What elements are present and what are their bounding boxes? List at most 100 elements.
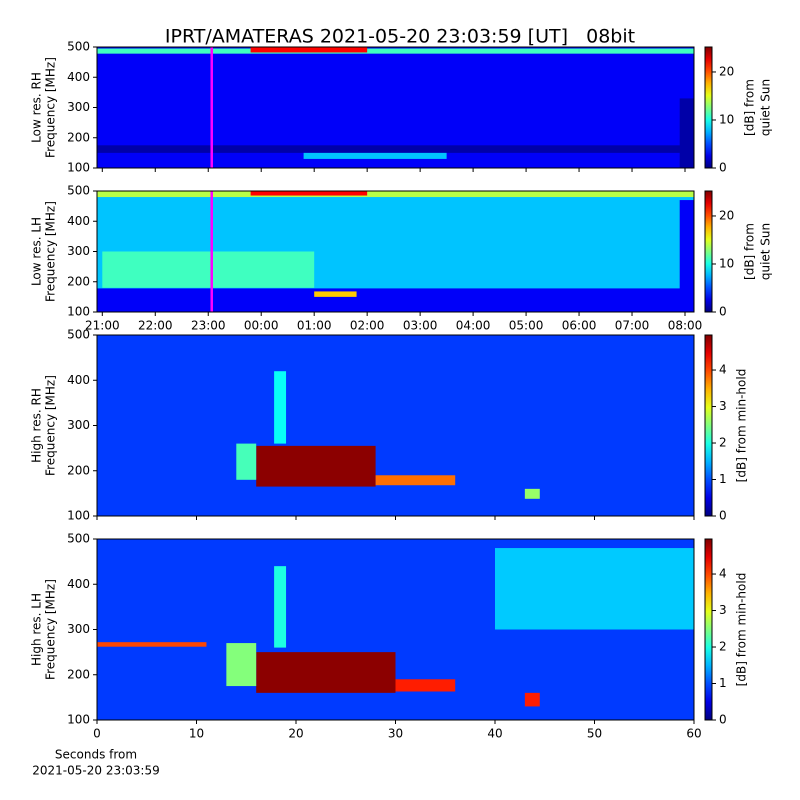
y-axis-label: Frequency [MHz]	[44, 579, 58, 680]
colorbar-tick-label: 4	[719, 363, 727, 377]
y-axis-label: Frequency [MHz]	[44, 57, 58, 158]
colorbar	[704, 46, 713, 169]
y-tick-label: 100	[67, 305, 90, 319]
y-axis-label: Frequency [MHz]	[44, 375, 58, 476]
x-axis-label: Seconds from	[55, 748, 137, 762]
x-tick-label: 08:00	[668, 319, 703, 333]
y-tick-label: 300	[67, 622, 90, 636]
x-tick-label: 01:00	[297, 319, 332, 333]
colorbar-label: [dB] from	[743, 223, 757, 280]
heatmap-region	[314, 291, 357, 297]
y-tick-label: 400	[67, 373, 90, 387]
colorbar-label: quiet Sun	[759, 223, 773, 280]
colorbar-tick-label: 0	[719, 713, 727, 727]
y-axis-label: Low res. RH	[30, 72, 44, 143]
heatmap-region	[250, 47, 368, 53]
heatmap-region	[524, 692, 540, 707]
heatmap-region	[495, 548, 694, 630]
x-tick-label: 07:00	[615, 319, 650, 333]
y-tick-label: 200	[67, 463, 90, 477]
y-axis-label: High res. RH	[30, 388, 44, 463]
colorbar-tick-label: 0	[719, 509, 727, 523]
colorbar-tick-label: 2	[719, 640, 727, 654]
colorbar-label: quiet Sun	[759, 79, 773, 136]
heatmap-region	[97, 642, 207, 647]
colorbar-label: [dB] from min-hold	[735, 369, 749, 483]
x-tick-label: 05:00	[509, 319, 544, 333]
colorbar-tick-label: 20	[719, 208, 734, 222]
colorbar-tick-label: 0	[719, 305, 727, 319]
x-tick-label: 10	[189, 727, 204, 741]
colorbar-tick-label: 2	[719, 436, 727, 450]
heatmap-region	[274, 566, 287, 648]
heatmap-background	[97, 335, 694, 516]
heatmap-region	[524, 488, 540, 499]
x-tick-label: 22:00	[138, 319, 173, 333]
x-tick-label: 40	[487, 727, 502, 741]
colorbar-tick-label: 1	[719, 472, 727, 486]
y-tick-label: 300	[67, 418, 90, 432]
y-axis-label: High res. LH	[30, 593, 44, 666]
heatmap-region	[679, 200, 694, 312]
colorbar-tick-label: 10	[719, 112, 734, 126]
heatmap-region	[97, 48, 694, 54]
colorbar-label: [dB] from min-hold	[735, 573, 749, 687]
y-tick-label: 200	[67, 274, 90, 288]
colorbar	[704, 190, 713, 313]
x-tick-label: 00:00	[244, 319, 279, 333]
x-tick-label: 60	[686, 727, 701, 741]
heatmap-region	[256, 652, 396, 693]
heatmap-region	[679, 98, 694, 168]
y-tick-label: 100	[67, 509, 90, 523]
x-tick-label: 04:00	[456, 319, 491, 333]
x-tick-label: 0	[93, 727, 101, 741]
y-tick-label: 500	[67, 532, 90, 546]
y-tick-label: 500	[67, 328, 90, 342]
y-tick-label: 400	[67, 577, 90, 591]
y-tick-label: 200	[67, 667, 90, 681]
x-axis-label: 2021-05-20 23:03:59	[32, 764, 159, 778]
heatmap-region	[97, 145, 694, 153]
heatmap-region	[97, 191, 694, 198]
colorbar-label: [dB] from	[743, 79, 757, 136]
colorbar	[704, 538, 713, 721]
heatmap-region	[256, 445, 376, 487]
heatmap-region	[395, 679, 456, 692]
x-tick-label: 06:00	[562, 319, 597, 333]
x-tick-label: 50	[587, 727, 602, 741]
heatmap-region	[226, 643, 257, 687]
y-tick-label: 500	[67, 184, 90, 198]
x-tick-label: 21:00	[85, 319, 120, 333]
heatmap-region	[274, 371, 287, 444]
heatmap-region	[250, 191, 368, 196]
y-tick-label: 100	[67, 713, 90, 727]
y-tick-label: 300	[67, 244, 90, 258]
heatmap-region	[97, 288, 694, 312]
y-tick-label: 200	[67, 130, 90, 144]
colorbar	[704, 334, 713, 517]
x-tick-label: 02:00	[350, 319, 385, 333]
y-tick-label: 400	[67, 214, 90, 228]
heatmap-region	[236, 443, 257, 480]
x-tick-label: 30	[388, 727, 403, 741]
figure-title: IPRT/AMATERAS 2021-05-20 23:03:59 [UT] 0…	[165, 26, 635, 48]
colorbar-tick-label: 0	[719, 161, 727, 175]
x-tick-label: 20	[288, 727, 303, 741]
x-tick-label: 03:00	[403, 319, 438, 333]
y-tick-label: 400	[67, 70, 90, 84]
colorbar-tick-label: 3	[719, 399, 727, 413]
heatmap-region	[375, 475, 456, 486]
colorbar-tick-label: 1	[719, 676, 727, 690]
heatmap-region	[303, 152, 447, 159]
colorbar-tick-label: 10	[719, 256, 734, 270]
y-axis-label: Low res. LH	[30, 217, 44, 286]
colorbar-tick-label: 3	[719, 603, 727, 617]
y-tick-label: 100	[67, 161, 90, 175]
y-axis-label: Frequency [MHz]	[44, 201, 58, 302]
colorbar-tick-label: 20	[719, 64, 734, 78]
heatmap-region	[102, 251, 315, 288]
colorbar-tick-label: 4	[719, 567, 727, 581]
y-tick-label: 500	[67, 40, 90, 54]
x-tick-label: 23:00	[191, 319, 226, 333]
